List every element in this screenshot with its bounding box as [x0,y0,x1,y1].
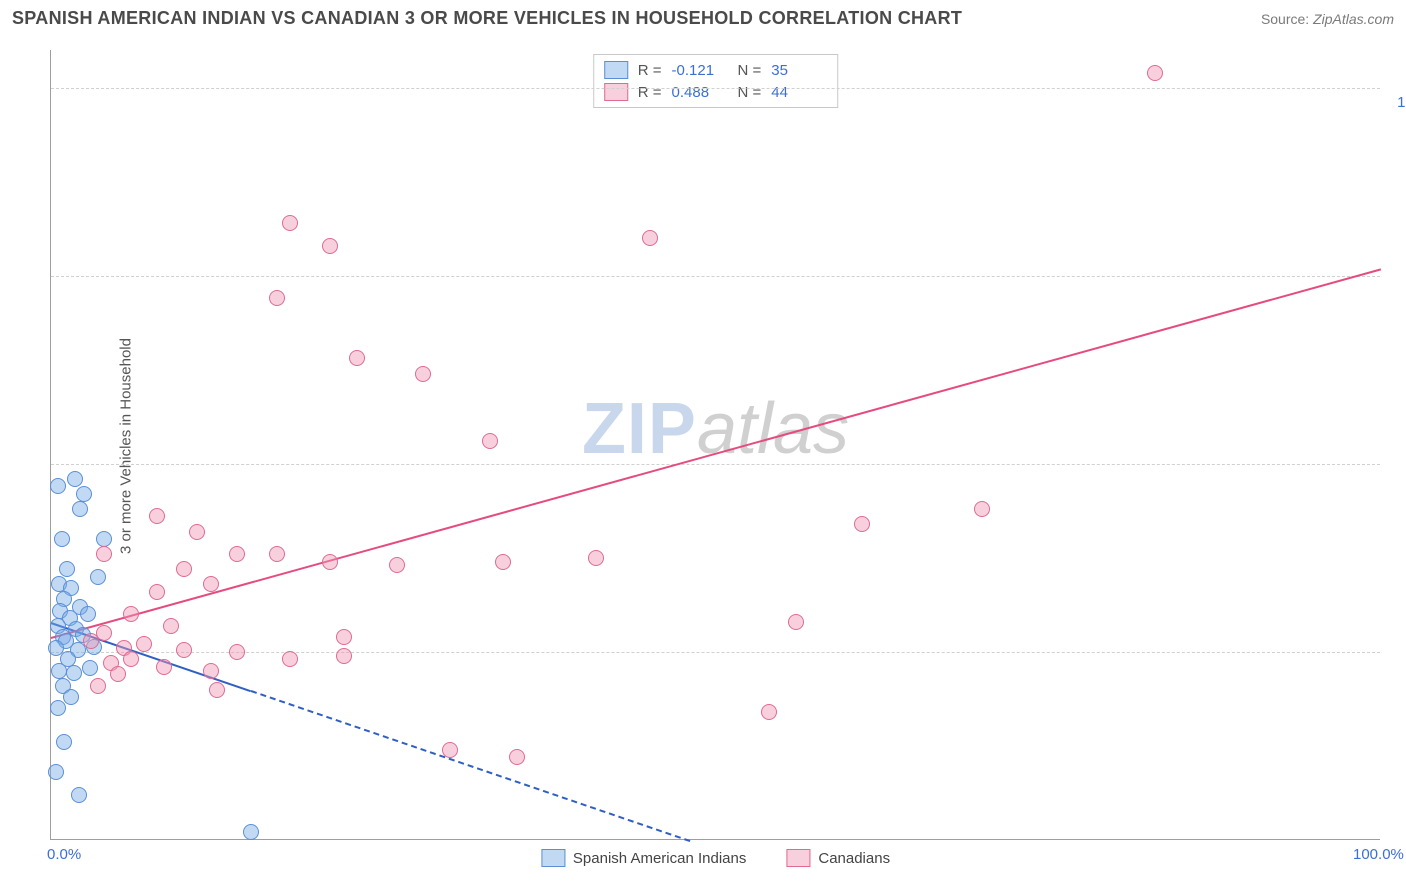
data-point [96,546,112,562]
data-point [509,749,525,765]
data-point [854,516,870,532]
data-point [442,742,458,758]
chart-title: SPANISH AMERICAN INDIAN VS CANADIAN 3 OR… [12,8,962,29]
r-label-2: R = [638,84,662,101]
legend-item-label-1: Spanish American Indians [573,850,746,867]
data-point [48,764,64,780]
data-point [63,689,79,705]
data-point [336,629,352,645]
data-point [163,618,179,634]
data-point [389,557,405,573]
r-value-1: -0.121 [672,62,728,79]
gridline [51,464,1380,465]
data-point [974,501,990,517]
data-point [176,642,192,658]
data-point [282,215,298,231]
data-point [123,606,139,622]
data-point [110,666,126,682]
data-point [50,478,66,494]
x-tick-label: 0.0% [47,846,81,863]
data-point [82,660,98,676]
data-point [136,636,152,652]
data-point [76,486,92,502]
data-point [56,734,72,750]
data-point [415,366,431,382]
n-value-1: 35 [771,62,827,79]
data-point [336,648,352,664]
gridline [51,276,1380,277]
data-point [59,561,75,577]
r-value-2: 0.488 [672,84,728,101]
data-point [156,659,172,675]
data-point [761,704,777,720]
data-point [96,531,112,547]
r-label-1: R = [638,62,662,79]
gridline [51,88,1380,89]
data-point [149,508,165,524]
legend-swatch-2 [604,83,628,101]
data-point [642,230,658,246]
data-point [176,561,192,577]
source-label: Source: [1261,11,1309,27]
legend-row-series-2: R = 0.488 N = 44 [604,81,828,103]
source-attribution: Source: ZipAtlas.com [1261,11,1394,27]
data-point [54,531,70,547]
n-label-2: N = [738,84,762,101]
n-label-1: N = [738,62,762,79]
n-value-2: 44 [771,84,827,101]
data-point [229,644,245,660]
data-point [322,238,338,254]
data-point [189,524,205,540]
series-legend: Spanish American Indians Canadians [541,849,890,867]
data-point [788,614,804,630]
data-point [243,824,259,840]
data-point [209,682,225,698]
data-point [149,584,165,600]
data-point [482,433,498,449]
data-point [71,787,87,803]
legend-swatch-1 [604,61,628,79]
legend-item-label-2: Canadians [818,850,890,867]
correlation-legend: R = -0.121 N = 35 R = 0.488 N = 44 [593,54,839,108]
legend-row-series-1: R = -0.121 N = 35 [604,59,828,81]
data-point [83,633,99,649]
data-point [50,700,66,716]
scatter-plot-area: ZIPatlas R = -0.121 N = 35 R = 0.488 N =… [50,50,1380,840]
legend-item-2: Canadians [786,849,890,867]
x-tick-label: 100.0% [1353,846,1404,863]
watermark-atlas: atlas [697,389,849,469]
data-point [322,554,338,570]
data-point [229,546,245,562]
data-point [269,546,285,562]
source-value: ZipAtlas.com [1313,11,1394,27]
trend-line [51,268,1382,639]
data-point [269,290,285,306]
data-point [90,569,106,585]
data-point [1147,65,1163,81]
data-point [588,550,604,566]
data-point [203,663,219,679]
legend-item-1: Spanish American Indians [541,849,746,867]
data-point [90,678,106,694]
data-point [67,471,83,487]
data-point [203,576,219,592]
data-point [80,606,96,622]
watermark-zip: ZIP [582,389,697,469]
data-point [123,651,139,667]
data-point [495,554,511,570]
legend-item-swatch-2 [786,849,810,867]
trend-line [250,690,690,842]
gridline [51,652,1380,653]
legend-item-swatch-1 [541,849,565,867]
data-point [349,350,365,366]
data-point [282,651,298,667]
y-tick-label: 100.0% [1397,94,1406,111]
data-point [51,663,67,679]
data-point [72,501,88,517]
